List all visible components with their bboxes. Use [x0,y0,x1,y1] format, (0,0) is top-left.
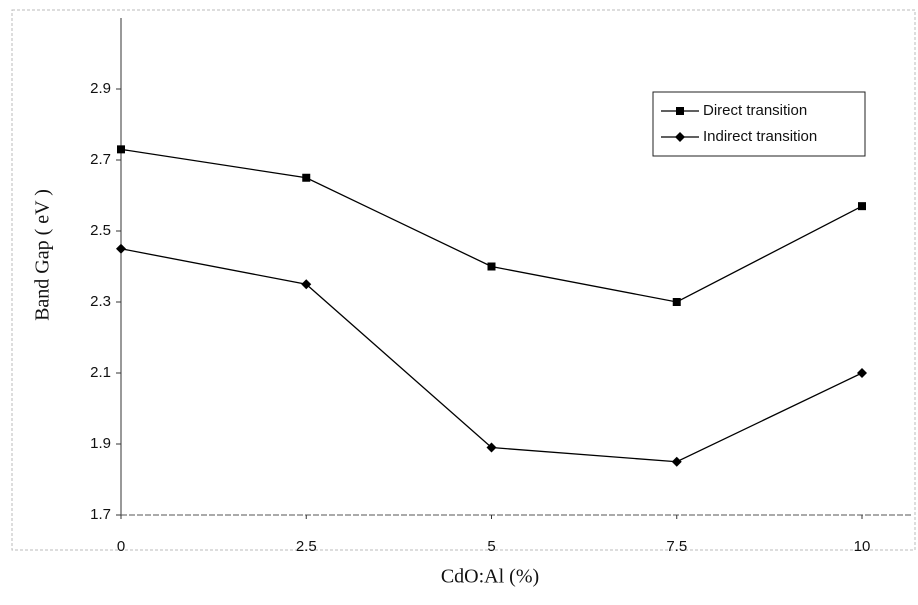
x-tick-label: 10 [854,538,871,555]
x-axis-label: CdO:Al (%) [441,566,539,588]
y-tick-label: 2.9 [90,80,111,97]
y-tick-label: 1.9 [90,435,111,452]
legend-label: Indirect transition [703,128,817,145]
y-axis-label: Band Gap ( eV ) [32,189,54,321]
x-tick-label: 0 [117,538,125,555]
marker [672,298,681,306]
marker [858,202,866,211]
x-tick-label: 2.5 [296,538,317,555]
marker [301,279,312,290]
y-tick-label: 2.3 [90,293,111,310]
legend-label: Direct transition [703,102,807,119]
marker [302,173,311,182]
marker [117,145,125,154]
y-tick-label: 1.7 [90,506,111,523]
y-tick-label: 2.1 [90,364,111,381]
marker [675,132,685,142]
y-tick-label: 2.7 [90,151,111,168]
marker [116,243,126,254]
x-tick-label: 7.5 [666,538,687,555]
marker [671,456,682,467]
series-line [120,148,863,303]
marker [486,442,497,453]
marker [676,107,684,115]
y-tick-label: 2.5 [90,222,111,239]
marker [487,262,496,271]
marker [857,368,867,378]
chart-frame [11,9,916,551]
x-tick-label: 5 [487,538,495,555]
series-line [120,248,863,463]
legend-box [652,91,866,157]
